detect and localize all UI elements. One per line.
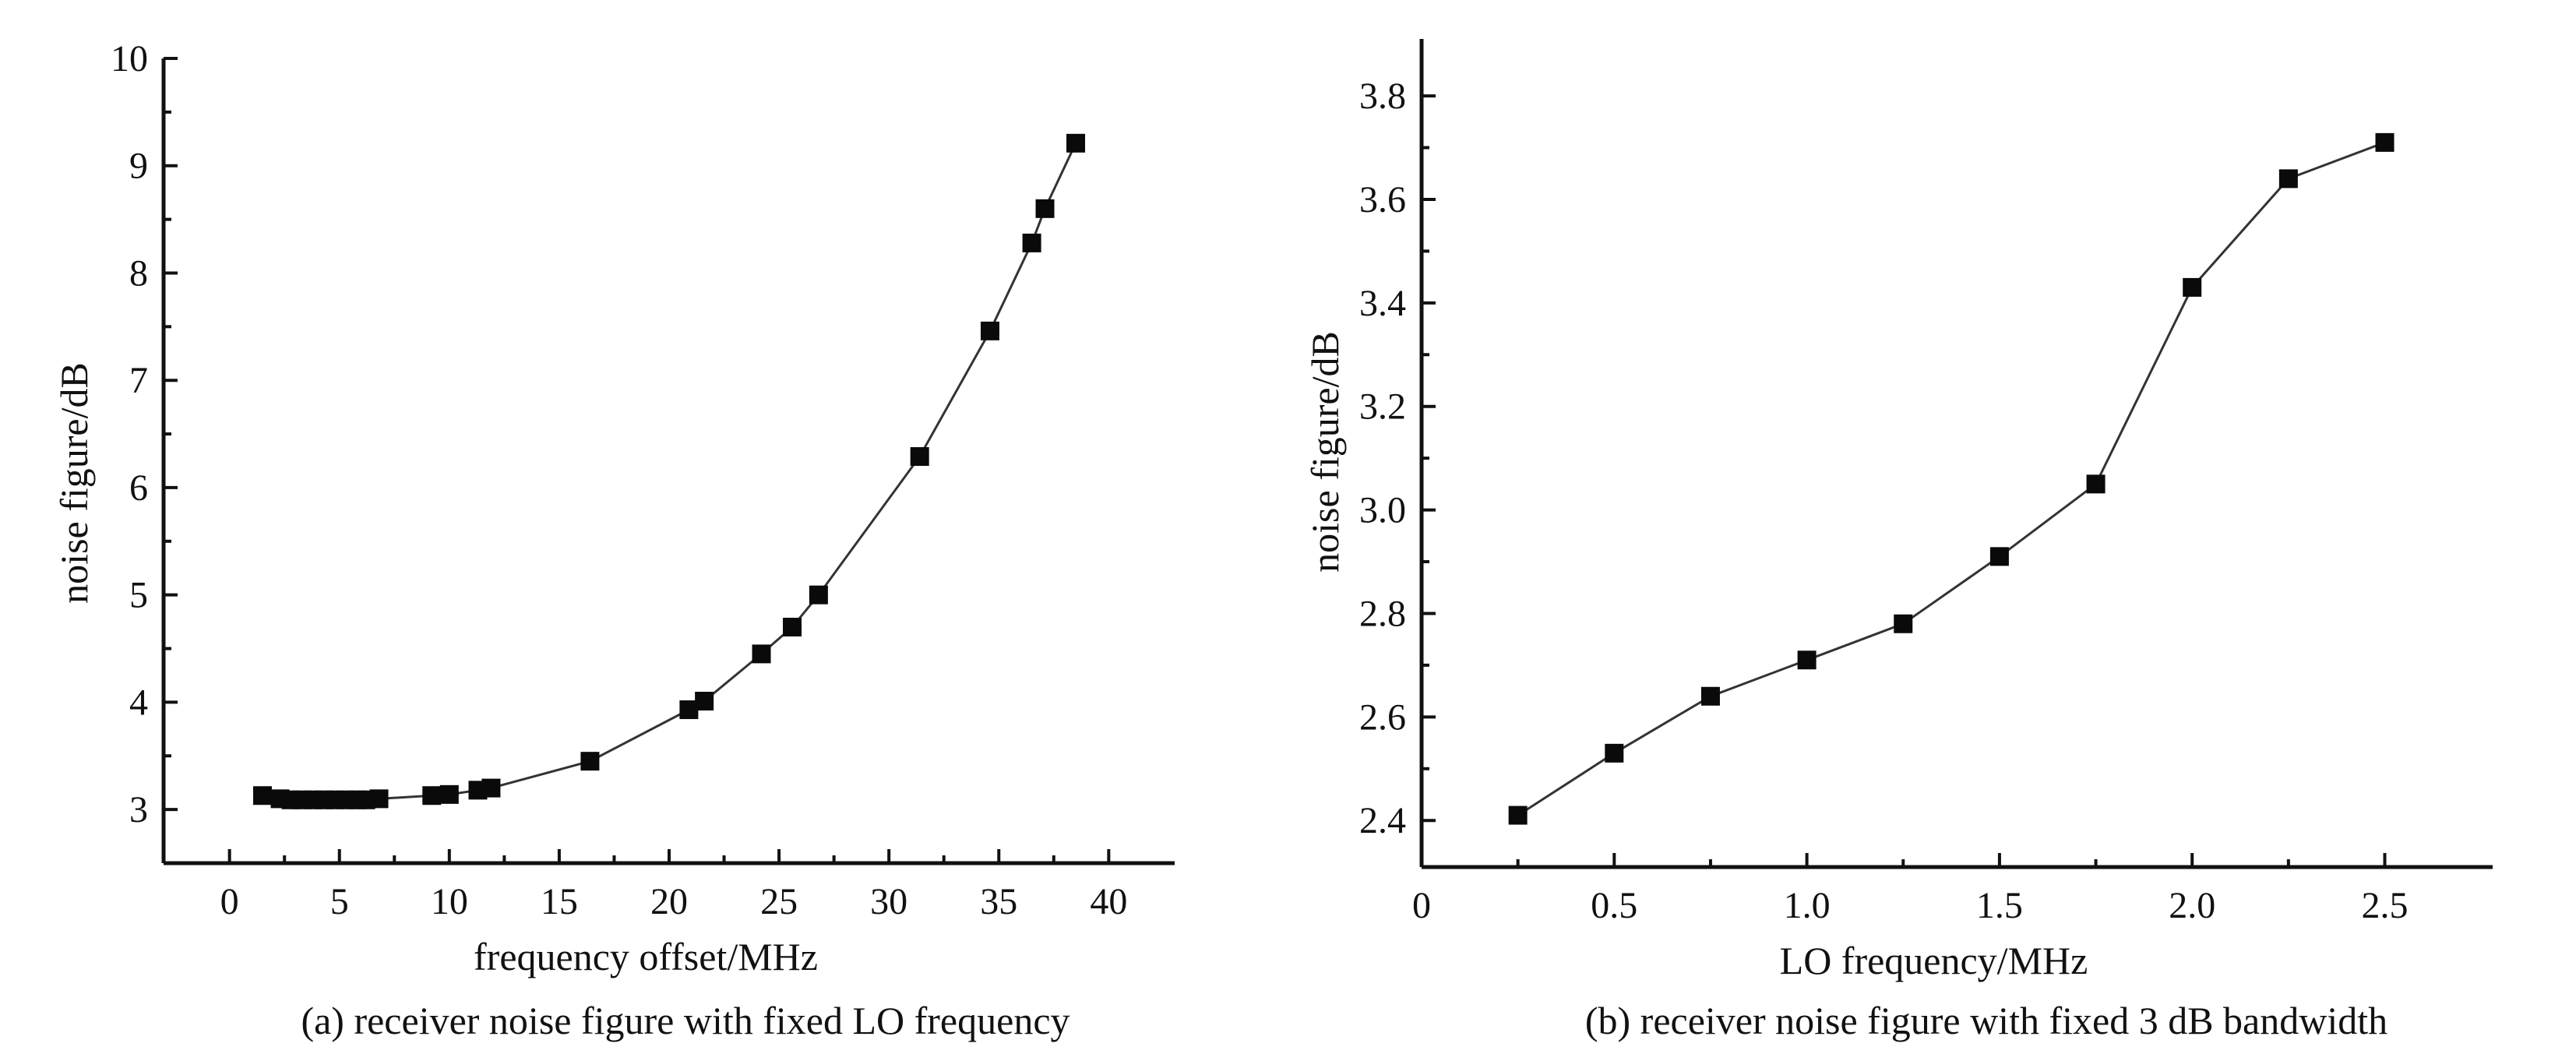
data-point (1508, 806, 1528, 825)
data-point (2086, 474, 2106, 494)
y-tick-label: 2.8 (1359, 593, 1406, 634)
data-point (1066, 133, 1086, 153)
y-tick-label: 2.4 (1359, 800, 1406, 841)
x-tick-label: 0 (220, 881, 239, 922)
y-tick-label: 3.2 (1359, 386, 1406, 428)
y-tick-label: 3.4 (1359, 283, 1406, 324)
data-point (481, 778, 501, 798)
y-tick-label: 3 (129, 789, 148, 830)
y-tick-label: 3.6 (1359, 179, 1406, 220)
chart-caption: (b) receiver noise figure with fixed 3 d… (1585, 999, 2387, 1042)
data-point (2375, 132, 2395, 152)
x-tick-label: 0 (1412, 885, 1431, 926)
y-axis-label: noise figure/dB (52, 362, 96, 604)
x-tick-label: 30 (870, 881, 907, 922)
data-point (695, 692, 714, 711)
y-tick-label: 7 (129, 360, 148, 401)
series-line (1517, 141, 2386, 816)
x-tick-label: 10 (431, 881, 468, 922)
x-axis-label: frequency offset/MHz (474, 935, 818, 978)
data-point (439, 784, 459, 804)
y-tick-label: 2.6 (1359, 696, 1406, 738)
y-tick-label: 5 (129, 575, 148, 616)
x-tick-label: 20 (650, 881, 688, 922)
data-point (1035, 199, 1055, 218)
y-tick-label: 3.0 (1359, 490, 1406, 531)
data-point (910, 446, 929, 466)
data-point (1989, 547, 2009, 566)
y-tick-label: 8 (129, 252, 148, 294)
y-tick-label: 6 (129, 467, 148, 509)
x-tick-label: 2.5 (2362, 885, 2409, 926)
data-point (369, 789, 389, 809)
y-tick-label: 4 (129, 682, 148, 723)
data-point (1605, 743, 1624, 763)
y-tick-label: 3.8 (1359, 76, 1406, 117)
data-point (2278, 169, 2298, 189)
data-point (1700, 686, 1720, 706)
x-tick-label: 1.5 (1976, 885, 2023, 926)
x-tick-label: 40 (1090, 881, 1127, 922)
chart-caption: (a) receiver noise figure with fixed LO … (301, 999, 1070, 1042)
x-tick-label: 35 (980, 881, 1017, 922)
data-point (980, 321, 999, 340)
y-axis-label: noise figure/dB (1303, 331, 1347, 573)
x-tick-label: 25 (760, 881, 798, 922)
x-axis-label: LO frequency/MHz (1780, 939, 2088, 982)
x-tick-label: 5 (330, 881, 349, 922)
data-point (1022, 233, 1041, 252)
x-tick-label: 2.0 (2169, 885, 2215, 926)
series-line (262, 143, 1077, 802)
data-point (752, 644, 771, 664)
data-point (580, 752, 600, 771)
data-point (809, 585, 828, 605)
x-tick-label: 0.5 (1591, 885, 1637, 926)
data-point (1894, 614, 1913, 633)
data-point (422, 786, 442, 806)
y-tick-label: 10 (111, 38, 148, 79)
data-point (2183, 277, 2202, 297)
y-tick-label: 9 (129, 146, 148, 187)
data-point (783, 617, 802, 636)
x-tick-label: 15 (541, 881, 578, 922)
chart-b: 0 0.5 1.0 1.5 2.0 2.5 2.4 2.6 2.8 3.0 3.2 3.4 3.6 3.8… (1303, 39, 2493, 1042)
data-point (252, 786, 272, 806)
data-point (1797, 650, 1817, 670)
x-tick-label: 1.0 (1784, 885, 1831, 926)
